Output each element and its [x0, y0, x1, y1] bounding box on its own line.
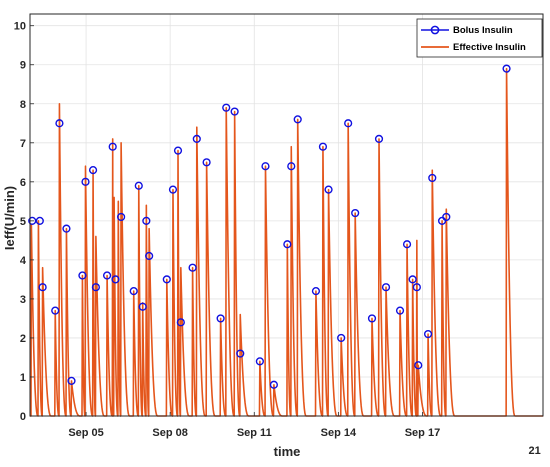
bolus-insulin-point [351, 208, 360, 218]
bolus-insulin-point [230, 107, 239, 116]
bolus-insulin-point [293, 115, 302, 124]
bolus-insulin-point [134, 181, 143, 190]
bolus-insulin-point [255, 357, 264, 366]
bolus-insulin-point [28, 216, 37, 225]
bolus-insulin-point [91, 283, 100, 292]
bolus-insulin-point [318, 142, 328, 151]
bolus-insulin-point [129, 287, 138, 296]
bolus-insulin-series [28, 64, 511, 389]
bolus-insulin-point [402, 240, 412, 249]
bolus-insulin-point [192, 134, 201, 143]
bolus-insulin-point [108, 142, 117, 151]
bolus-insulin-point [222, 103, 231, 112]
effective-insulin-series [30, 67, 543, 417]
bolus-insulin-point [88, 166, 98, 175]
bolus-insulin-point [67, 376, 76, 385]
bolus-insulin-point [117, 212, 126, 222]
bolus-insulin-point [142, 216, 151, 225]
bolus-insulin-point [202, 158, 211, 167]
x-tick-label: Sep 14 [321, 427, 357, 439]
bolus-insulin-point [428, 173, 437, 183]
y-tick-label: 3 [20, 294, 26, 306]
y-tick-label: 2 [20, 333, 26, 345]
bolus-insulin-point [55, 119, 64, 128]
bolus-insulin-point [311, 287, 321, 296]
bolus-insulin-point [442, 212, 451, 222]
bolus-insulin-point [337, 333, 346, 343]
bolus-insulin-point [145, 251, 154, 261]
bolus-insulin-point [176, 318, 185, 327]
y-tick-label: 4 [20, 255, 27, 267]
y-tick-label: 0 [20, 411, 26, 423]
bolus-insulin-point [51, 306, 60, 315]
x-axis-ticks: Sep 05 Sep 08 Sep 11 Sep 14 Sep 17 [68, 412, 440, 439]
bolus-insulin-point [269, 380, 278, 389]
y-tick-label: 6 [20, 177, 26, 189]
y-tick-label: 8 [20, 99, 26, 111]
bolus-insulin-point [188, 263, 197, 272]
bolus-insulin-point [102, 271, 112, 280]
bolus-insulin-point [78, 271, 87, 280]
y-tick-label: 1 [20, 372, 26, 384]
bolus-insulin-point [381, 283, 391, 292]
x-tick-label: Sep 11 [237, 427, 272, 439]
y-axis-ticks: 0 1 2 3 4 5 6 7 8 9 10 [14, 21, 34, 423]
legend-box [416, 18, 543, 58]
legend-bolus-label: Bolus Insulin [453, 25, 513, 36]
x-axis-label: time [274, 444, 301, 459]
bolus-insulin-point [374, 134, 384, 143]
x-tick-label: Sep 08 [152, 427, 187, 439]
plot-frame [29, 13, 544, 417]
legend-effective-label: Effective Insulin [453, 42, 526, 53]
bolus-insulin-point [408, 275, 417, 284]
bolus-insulin-point [35, 216, 44, 225]
bolus-insulin-point [395, 306, 405, 315]
x-tick-label: Sep 17 [405, 427, 440, 439]
bolus-insulin-point [216, 314, 225, 323]
bolus-insulin-point [173, 146, 183, 155]
bolus-insulin-point [324, 185, 333, 194]
bolus-insulin-point [261, 162, 270, 171]
y-tick-label: 10 [14, 21, 26, 33]
bolus-insulin-point [81, 177, 90, 186]
bolus-insulin-point [236, 349, 245, 358]
x-axis-end-label: 21 [528, 445, 540, 457]
bolus-insulin-point [138, 302, 147, 311]
bolus-insulin-point [414, 361, 423, 370]
y-tick-label: 5 [20, 216, 26, 228]
bolus-insulin-point [344, 119, 353, 128]
y-tick-label: 7 [20, 138, 26, 150]
y-axis-label: Ieff(U/min) [2, 186, 17, 250]
y-tick-label: 9 [20, 60, 26, 72]
bolus-insulin-point [423, 329, 433, 339]
bolus-insulin-point [111, 275, 120, 284]
bolus-insulin-point [283, 240, 292, 249]
bolus-insulin-point [62, 224, 71, 233]
legend-bolus-marker [430, 25, 440, 35]
bolus-insulin-point [367, 314, 377, 323]
bolus-insulin-point [168, 185, 178, 194]
bolus-insulin-point [162, 275, 171, 284]
bolus-insulin-point [38, 283, 47, 292]
legend: Bolus Insulin Effective Insulin [416, 18, 543, 58]
bolus-insulin-point [502, 64, 511, 73]
bolus-insulin-point [287, 162, 296, 171]
effective-insulin-line [30, 67, 543, 417]
bolus-insulin-point [412, 283, 421, 292]
x-tick-label: Sep 05 [68, 427, 103, 439]
